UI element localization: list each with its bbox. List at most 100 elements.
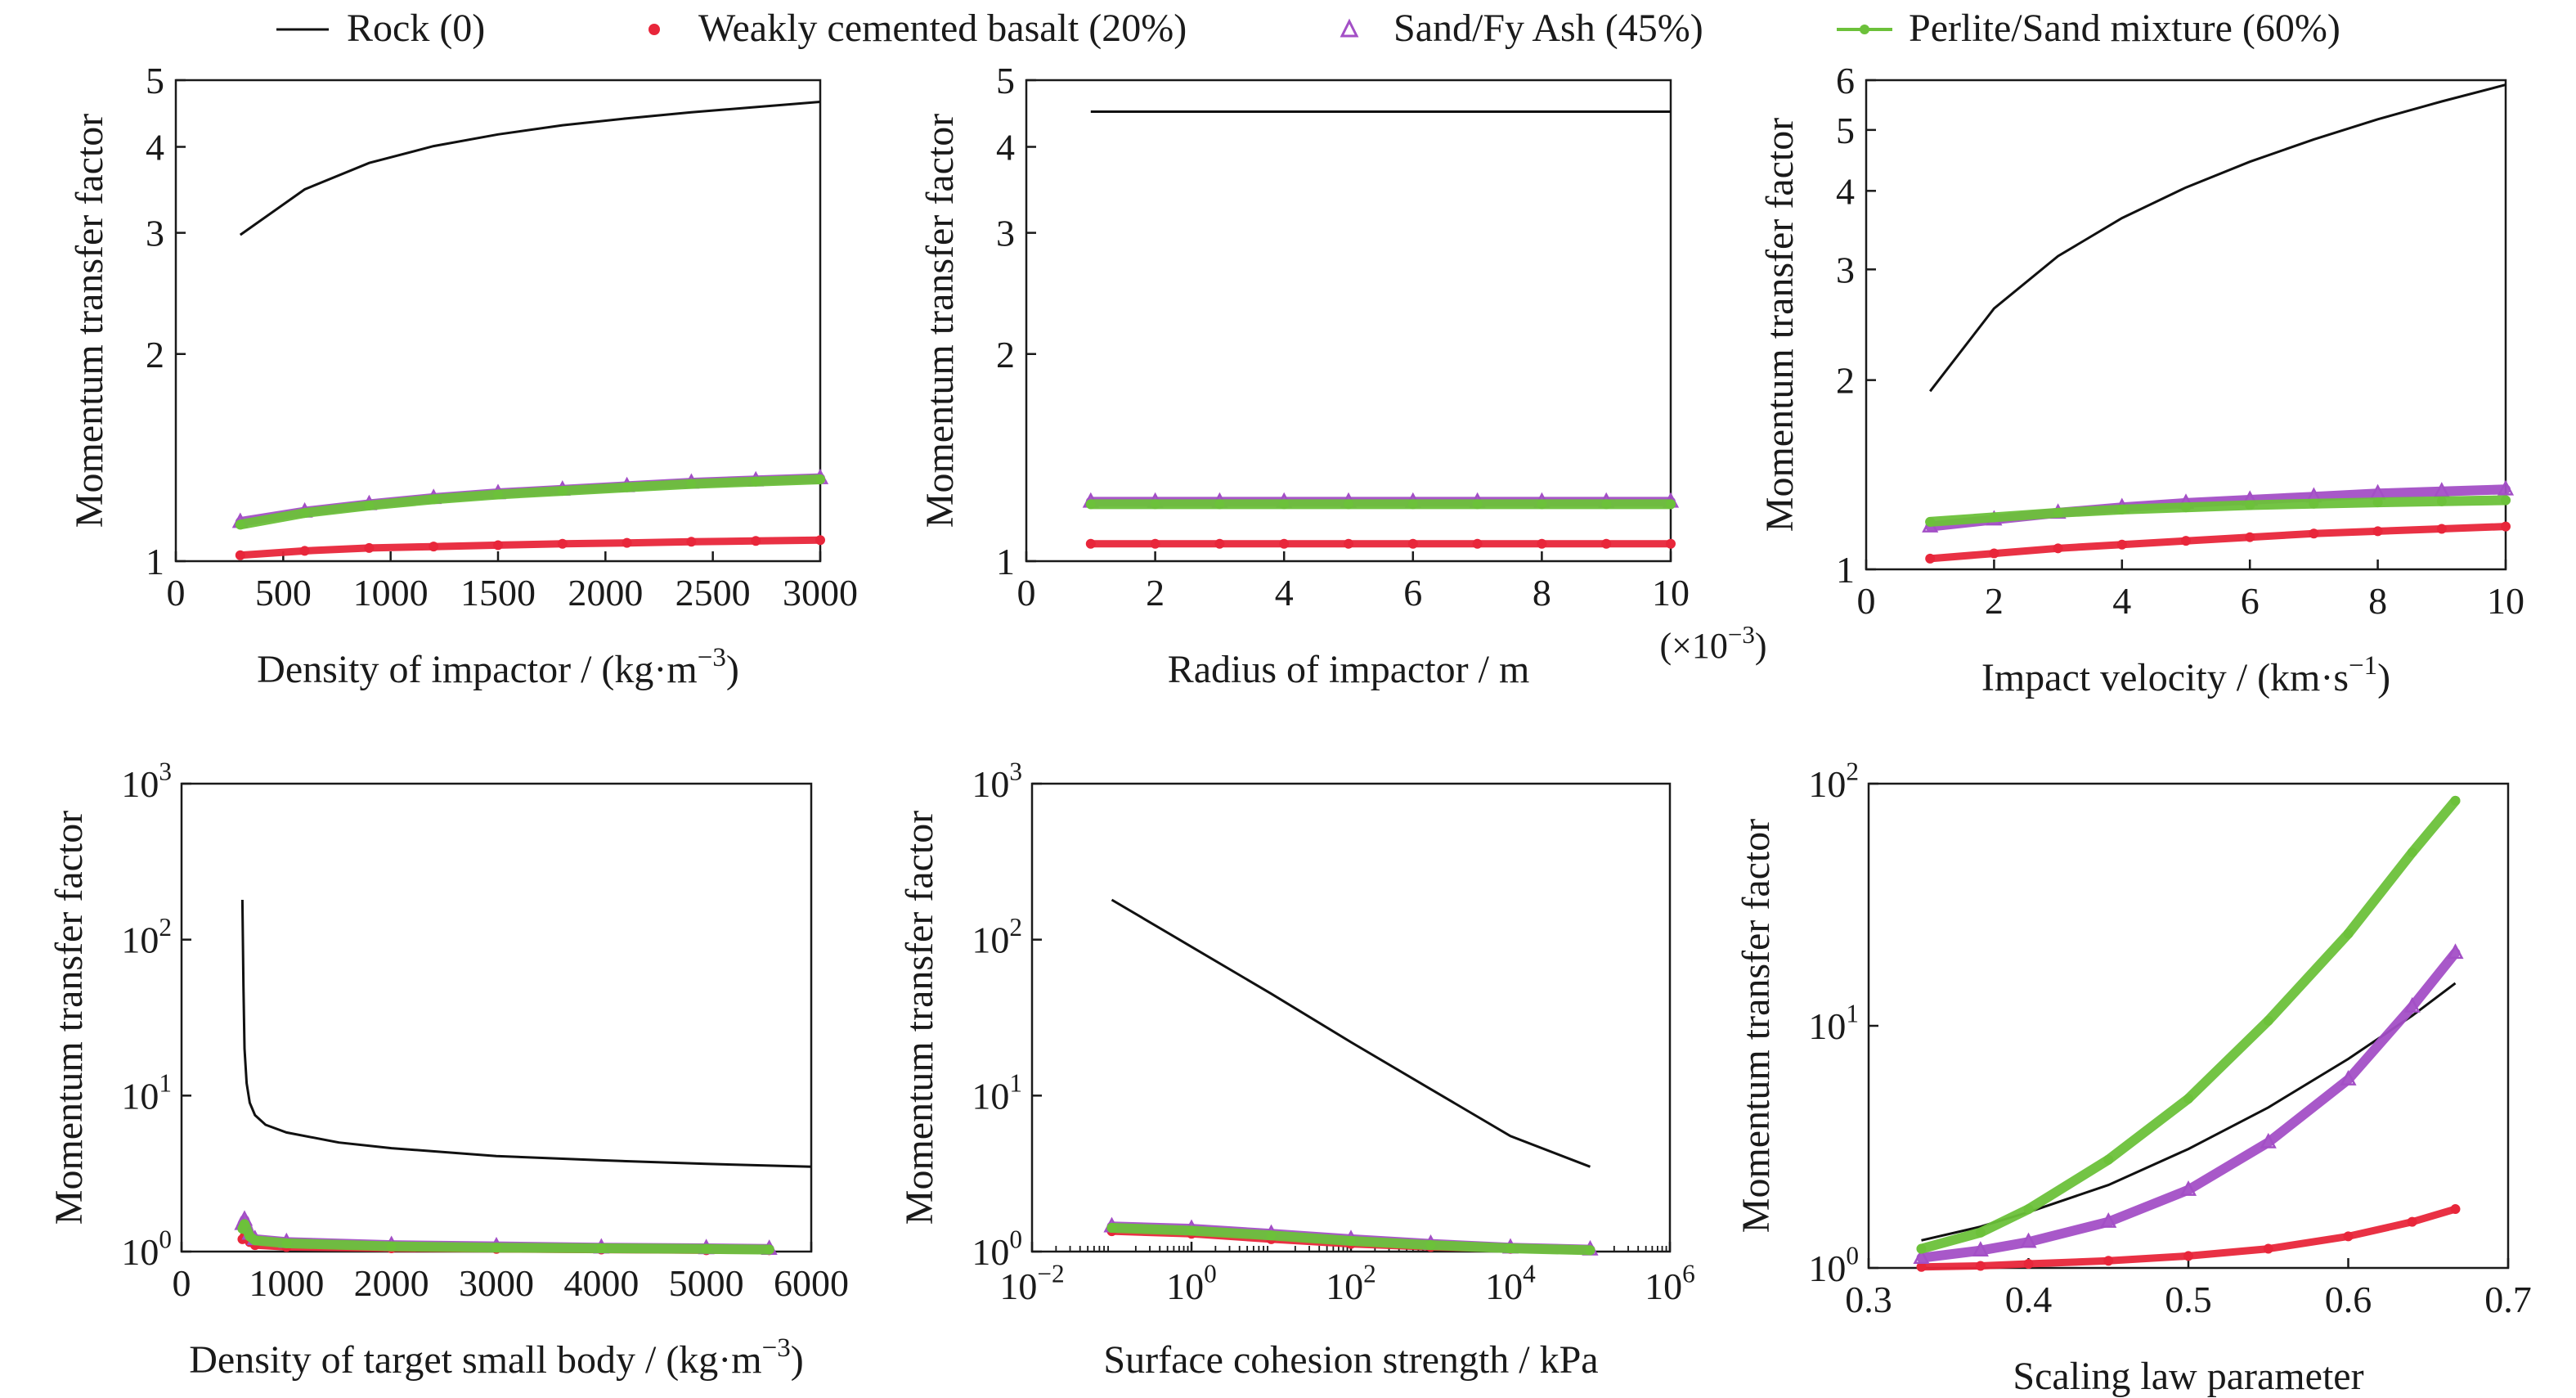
y-tick-label: 1 <box>146 541 164 582</box>
data-point <box>299 508 310 519</box>
y-tick-label: 100 <box>121 1225 172 1273</box>
series-line <box>236 536 824 560</box>
x-tick-label: 2000 <box>354 1262 429 1304</box>
y-tick-label: 101 <box>972 1069 1022 1117</box>
x-tick-label: 0.5 <box>2165 1279 2212 1320</box>
data-point <box>1085 538 1096 549</box>
x-tick-label: 106 <box>1645 1259 1695 1307</box>
legend-item-basalt: Weakly cemented basalt (20%) <box>622 3 1187 52</box>
y-tick-label: 102 <box>972 913 1022 961</box>
series-line <box>240 899 812 1168</box>
data-point <box>1106 1222 1117 1233</box>
series-4 <box>1916 795 2461 1254</box>
y-tick-label: 103 <box>972 757 1022 805</box>
y-tick-label: 2 <box>1836 360 1855 402</box>
y-tick-label: 2 <box>146 334 164 375</box>
data-point <box>2372 497 2383 508</box>
x-tick-label: 104 <box>1485 1259 1536 1307</box>
x-tick-label: 4000 <box>563 1262 639 1304</box>
data-point <box>429 494 439 505</box>
data-point <box>2372 526 2383 537</box>
data-point <box>764 1244 774 1255</box>
data-point <box>596 1243 607 1253</box>
x-tick-label: 10 <box>1652 572 1690 614</box>
data-point <box>1279 538 1290 549</box>
data-point <box>2116 539 2127 550</box>
data-point <box>622 537 632 548</box>
series-1 <box>1921 982 2457 1242</box>
series-line <box>1916 947 2461 1263</box>
legend-line-swatch <box>276 28 329 31</box>
series-1 <box>239 101 821 236</box>
data-point <box>1472 499 1483 510</box>
data-point <box>1346 1235 1356 1246</box>
series-line <box>1111 898 1591 1168</box>
data-point <box>1925 553 1936 564</box>
series-line <box>1925 495 2511 527</box>
series-4 <box>1085 499 1676 510</box>
axis-multiplier: (×10−3) <box>1659 620 1766 666</box>
x-tick-label: 4 <box>1275 572 1294 614</box>
data-point <box>2436 496 2447 506</box>
y-tick-label: 100 <box>972 1225 1022 1273</box>
data-point <box>815 474 825 484</box>
y-tick-label: 4 <box>1836 170 1855 212</box>
x-tick-label: 8 <box>1533 572 1551 614</box>
x-axis-title: Radius of impactor / m <box>1168 648 1530 691</box>
data-point <box>2501 521 2511 532</box>
data-point <box>1975 1261 1986 1271</box>
data-point <box>1344 538 1353 549</box>
data-point <box>1975 1227 1986 1238</box>
y-axis-title: Momentum transfer factor <box>68 114 111 528</box>
series-1 <box>1111 898 1591 1168</box>
x-tick-label: 2 <box>1146 572 1165 614</box>
data-point <box>493 540 503 551</box>
x-tick-label: 0 <box>173 1262 191 1304</box>
series-line <box>1926 523 2510 563</box>
series-4 <box>1106 1222 1595 1256</box>
data-point <box>1214 499 1225 510</box>
data-point <box>1989 548 1999 559</box>
data-point <box>386 1241 397 1252</box>
data-point <box>2497 479 2515 496</box>
x-axis-title: Density of impactor / (kg·m−3) <box>257 643 739 691</box>
data-point <box>701 1243 711 1254</box>
data-point <box>622 482 632 492</box>
data-point <box>1585 1245 1595 1256</box>
data-point <box>1666 538 1676 549</box>
x-tick-label: 3000 <box>459 1262 534 1304</box>
y-tick-label: 102 <box>1808 757 1859 805</box>
data-point <box>557 486 568 497</box>
series-2 <box>1925 521 2511 564</box>
data-point <box>686 479 697 489</box>
data-point <box>1913 1248 1930 1264</box>
data-point <box>2100 1212 2117 1228</box>
y-tick-label: 5 <box>996 60 1015 101</box>
legend-label: Perlite/Sand mixture (60%) <box>1909 6 2340 50</box>
data-point <box>2023 1258 2034 1269</box>
data-point <box>1537 499 1547 510</box>
data-point <box>240 1219 249 1229</box>
y-tick-label: 3 <box>996 213 1015 254</box>
x-tick-label: 500 <box>255 572 312 614</box>
legend: Rock (0) Weakly cemented basalt (20%) Sa… <box>0 0 2576 57</box>
data-point <box>2116 504 2127 515</box>
data-point <box>1150 499 1160 510</box>
data-point <box>2343 1231 2354 1242</box>
data-point <box>1601 538 1612 549</box>
data-point <box>751 476 761 487</box>
data-point <box>1666 499 1676 510</box>
y-axis-title: Momentum transfer factor <box>918 114 962 528</box>
data-point <box>751 536 761 546</box>
x-tick-label: 0.6 <box>2325 1279 2372 1320</box>
data-point <box>1279 499 1290 510</box>
data-point <box>1085 499 1096 510</box>
data-point <box>2103 1256 2114 1266</box>
series-2 <box>235 535 825 560</box>
data-point <box>2020 1232 2037 1248</box>
series-4 <box>235 474 825 530</box>
data-point <box>299 546 310 556</box>
